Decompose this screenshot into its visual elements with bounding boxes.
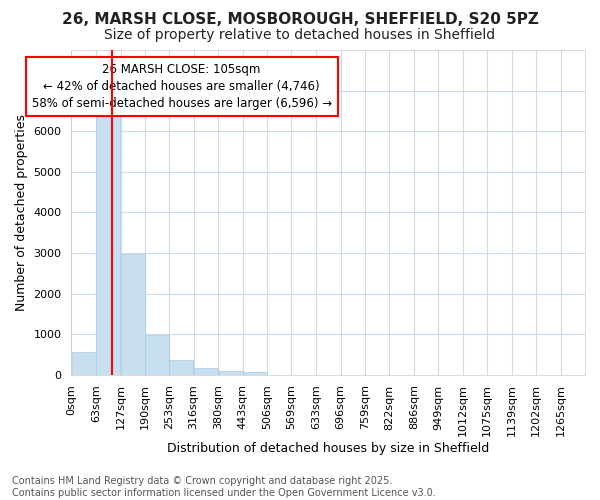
Bar	[243, 372, 267, 374]
X-axis label: Distribution of detached houses by size in Sheffield: Distribution of detached houses by size …	[167, 442, 490, 455]
Text: Contains HM Land Registry data © Crown copyright and database right 2025.
Contai: Contains HM Land Registry data © Crown c…	[12, 476, 436, 498]
Text: 26, MARSH CLOSE, MOSBOROUGH, SHEFFIELD, S20 5PZ: 26, MARSH CLOSE, MOSBOROUGH, SHEFFIELD, …	[62, 12, 538, 28]
Bar	[145, 336, 169, 374]
Y-axis label: Number of detached properties: Number of detached properties	[15, 114, 28, 311]
Bar	[169, 360, 193, 374]
Bar	[96, 113, 120, 374]
Bar	[121, 254, 145, 374]
Text: 26 MARSH CLOSE: 105sqm
← 42% of detached houses are smaller (4,746)
58% of semi-: 26 MARSH CLOSE: 105sqm ← 42% of detached…	[32, 63, 332, 110]
Bar	[218, 372, 242, 374]
Text: Size of property relative to detached houses in Sheffield: Size of property relative to detached ho…	[104, 28, 496, 42]
Bar	[194, 368, 218, 374]
Bar	[71, 352, 95, 374]
